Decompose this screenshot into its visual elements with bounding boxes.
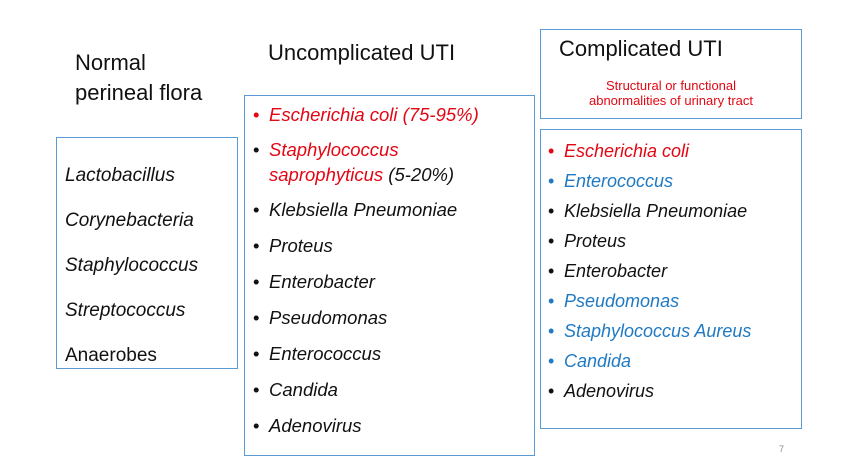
uncomplicated-item: Pseudomonas	[253, 305, 479, 330]
uncomplicated-item: Staphylococcus saprophyticus (5-20%)	[253, 137, 479, 187]
complicated-subtitle-line2: abnormalities of urinary tract	[588, 93, 753, 108]
complicated-item: Klebsiella Pneumoniae	[548, 196, 751, 226]
uncomplicated-item: Candida	[253, 377, 479, 402]
normal-flora-item: Lactobacillus	[65, 165, 175, 186]
uncomplicated-item: Klebsiella Pneumoniae	[253, 197, 479, 222]
normal-flora-item: Anaerobes	[65, 345, 157, 366]
complicated-title: Complicated UTI	[559, 36, 723, 61]
normal-flora-title-line2: perineal flora	[75, 80, 203, 105]
uncomplicated-item: Enterococcus	[253, 341, 479, 366]
normal-flora-title-line1: Normal	[75, 50, 146, 75]
uncomplicated-box: Escherichia coli (75-95%) Staphylococcus…	[244, 95, 535, 456]
complicated-subtitle-line1: Structural or functional	[605, 78, 737, 93]
uncomplicated-item-text: Escherichia coli (75-95%)	[269, 104, 479, 125]
complicated-item: Enterobacter	[548, 256, 751, 286]
complicated-item: Pseudomonas	[548, 286, 751, 316]
normal-flora-item: Corynebacteria	[65, 210, 194, 231]
complicated-header-box: Complicated UTI Structural or functional…	[540, 29, 802, 119]
complicated-item: Enterococcus	[548, 166, 751, 196]
complicated-item: Staphylococcus Aureus	[548, 316, 751, 346]
uncomplicated-item: Proteus	[253, 233, 479, 258]
page-number: 7	[779, 444, 785, 454]
normal-flora-box: Lactobacillus Corynebacteria Staphylococ…	[56, 137, 238, 369]
uncomplicated-item: Escherichia coli (75-95%)	[253, 102, 479, 127]
complicated-item: Adenovirus	[548, 376, 751, 406]
normal-flora-item: Streptococcus	[65, 300, 186, 321]
uncomplicated-title: Uncomplicated UTI	[268, 40, 456, 65]
normal-flora-title: Normal perineal flora	[75, 48, 202, 108]
normal-flora-item: Staphylococcus	[65, 255, 199, 276]
uncomplicated-item-text: saprophyticus	[269, 164, 384, 185]
complicated-item: Candida	[548, 346, 751, 376]
uncomplicated-item: Adenovirus	[253, 413, 479, 438]
uncomplicated-item: Enterobacter	[253, 269, 479, 294]
complicated-item: Escherichia coli	[548, 136, 751, 166]
uncomplicated-item-pct: (5-20%)	[388, 164, 455, 185]
uncomplicated-item-text: Staphylococcus	[269, 139, 399, 160]
complicated-item: Proteus	[548, 226, 751, 256]
complicated-subtitle: Structural or functional abnormalities o…	[541, 78, 801, 108]
complicated-box: Escherichia coli Enterococcus Klebsiella…	[540, 129, 802, 429]
